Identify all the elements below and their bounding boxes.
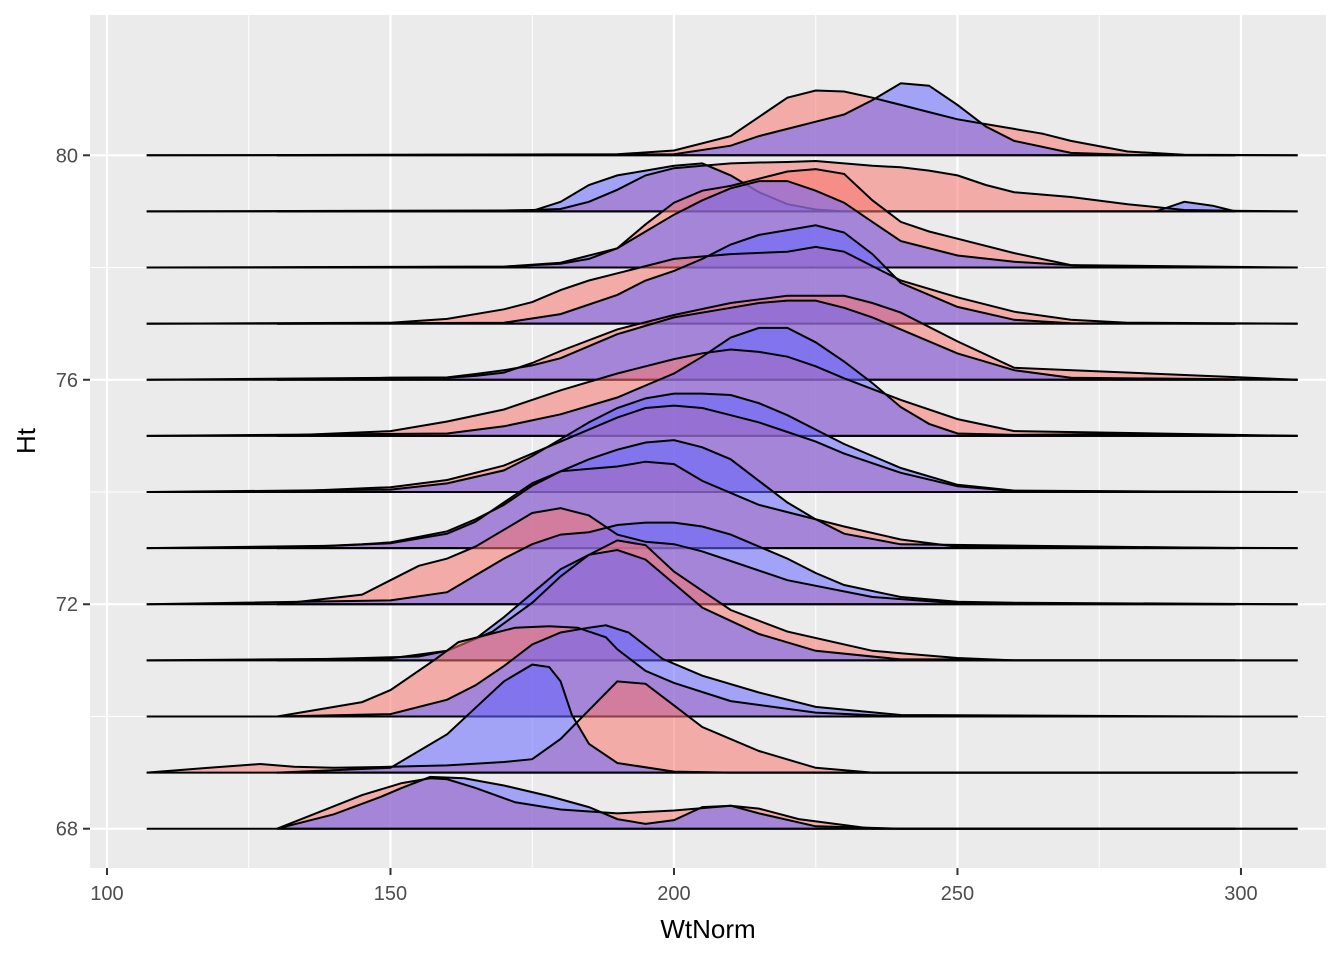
y-tick-label: 76 — [56, 370, 78, 392]
density-area-blue — [277, 225, 1236, 324]
density-area-blue — [277, 664, 1236, 773]
density-outline-blue — [146, 521, 1298, 606]
density-outline-blue — [277, 624, 1236, 718]
x-tick-label: 250 — [941, 883, 974, 905]
density-outline-red — [277, 168, 1298, 269]
y-tick-label: 72 — [56, 594, 78, 616]
density-outline-red — [277, 348, 1298, 437]
density-area-blue — [146, 522, 1298, 605]
density-outline-blue — [277, 224, 1236, 325]
y-tick-label: 80 — [56, 145, 78, 167]
ridge-80 — [146, 82, 1298, 157]
x-tick-label: 200 — [657, 883, 690, 905]
density-outline-blue — [276, 775, 1236, 830]
density-area-blue — [146, 300, 1298, 380]
density-ridges — [146, 82, 1298, 830]
x-tick-label: 300 — [1224, 883, 1257, 905]
density-outline-blue — [277, 439, 1236, 550]
density-outline-blue — [146, 180, 1236, 269]
density-outline-red — [276, 507, 1236, 606]
density-outline-red — [146, 159, 1298, 213]
density-outline-red — [146, 245, 1298, 325]
ridge-68 — [146, 775, 1298, 830]
density-outline-red — [146, 460, 1298, 550]
density-outline-red — [277, 404, 1298, 493]
density-area-blue — [146, 181, 1236, 268]
density-outline-red — [276, 777, 1298, 830]
x-axis: 100 150 200 250 300 — [90, 868, 1258, 905]
density-area-blue — [277, 83, 1236, 156]
y-axis: 68 72 76 80 — [56, 145, 90, 841]
density-outline-blue — [146, 299, 1298, 381]
density-outline-blue — [146, 326, 1298, 437]
ridge-69 — [146, 663, 1298, 774]
ridge-75 — [146, 326, 1298, 437]
y-axis-title: Ht — [11, 427, 41, 454]
y-tick-label: 68 — [56, 819, 78, 841]
density-area-blue — [146, 327, 1298, 436]
density-outline-red — [146, 680, 1298, 774]
density-outline-blue — [277, 82, 1236, 157]
ridge-78 — [146, 168, 1298, 269]
density-outline-red — [276, 625, 1298, 718]
density-outline-blue — [277, 162, 1236, 213]
x-tick-label: 100 — [90, 883, 123, 905]
x-axis-title: WtNorm — [660, 914, 755, 944]
x-tick-label: 150 — [374, 883, 407, 905]
density-outline-blue — [146, 392, 1236, 493]
density-area-blue — [146, 393, 1236, 492]
density-area-red — [146, 681, 1298, 773]
density-outline-red — [146, 89, 1298, 157]
density-area-blue — [277, 776, 1236, 829]
